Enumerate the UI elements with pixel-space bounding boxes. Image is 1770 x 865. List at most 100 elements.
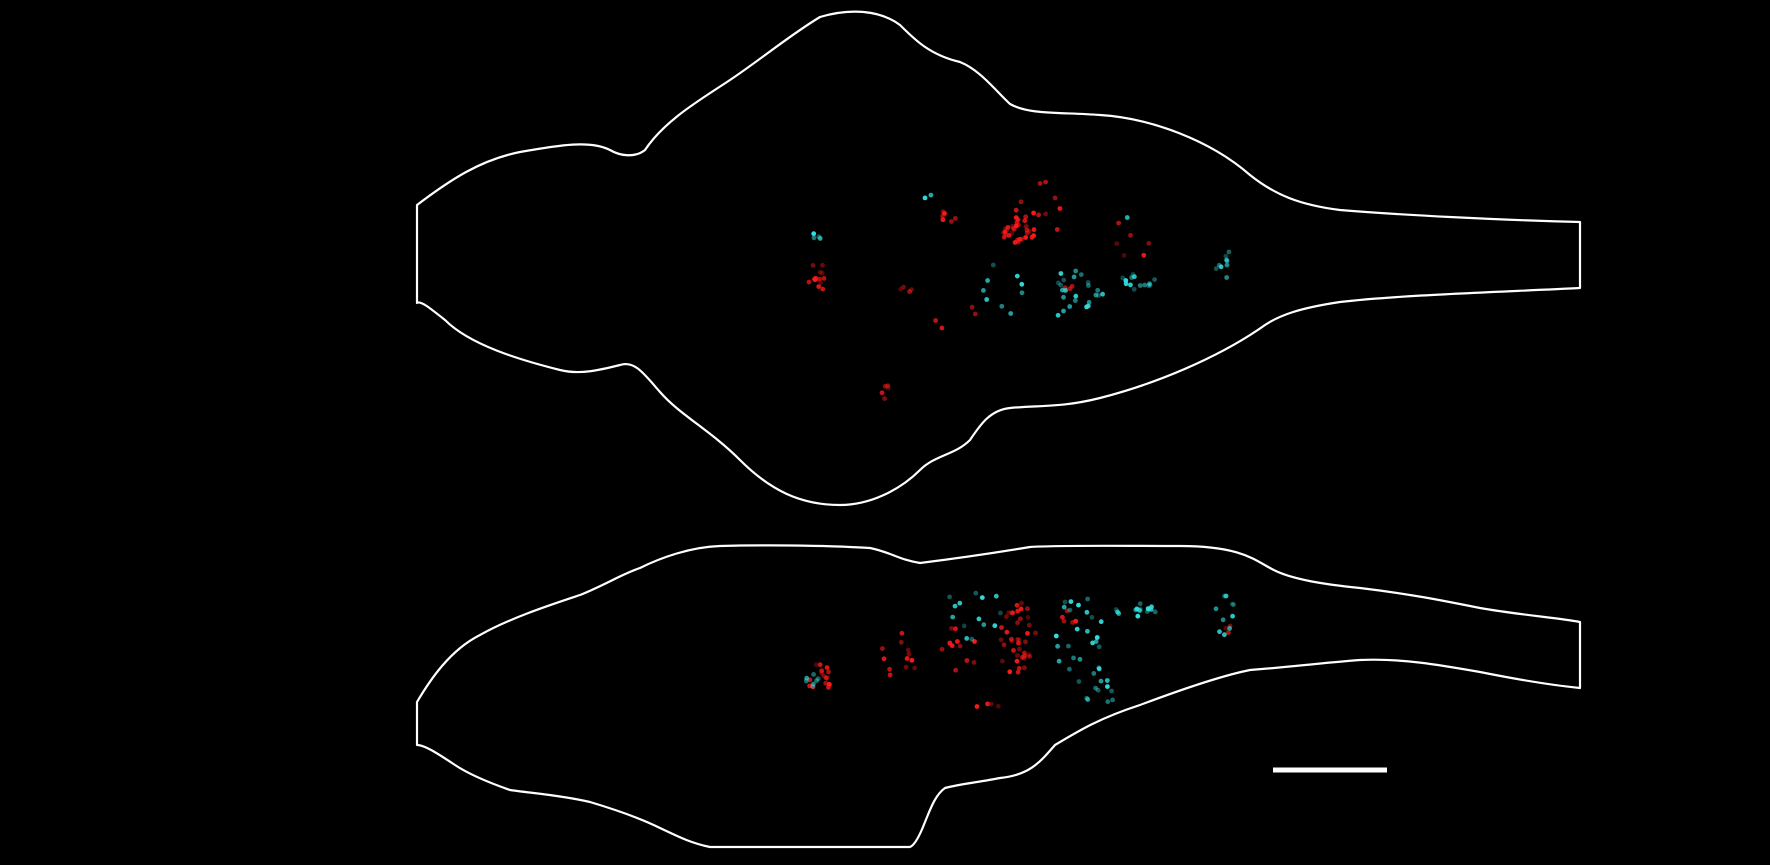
cyan-cell <box>1137 608 1143 613</box>
cyan-cell <box>1014 273 1020 279</box>
red-cell <box>903 664 909 670</box>
cyan-cell <box>1056 658 1062 664</box>
cyan-cell <box>1131 286 1137 292</box>
red-cell <box>819 670 824 676</box>
red-cell <box>964 658 970 663</box>
cyan-cell <box>1224 275 1230 280</box>
red-cell <box>1141 252 1147 258</box>
red-cell <box>1037 181 1043 186</box>
red-cell <box>940 209 946 215</box>
cyan-cell <box>1098 678 1104 684</box>
cyan-cell <box>1109 688 1114 694</box>
cyan-cell <box>1068 599 1074 604</box>
cyan-cell <box>1061 277 1067 283</box>
cyan-cell <box>1147 282 1153 288</box>
red-cell <box>912 665 918 671</box>
cyan-cell <box>1223 593 1229 599</box>
cyan-cell <box>1147 281 1152 287</box>
red-cell <box>813 275 818 281</box>
red-cell <box>905 647 911 653</box>
red-cell <box>1036 212 1041 218</box>
cyan-cell <box>1230 601 1235 607</box>
red-cell <box>823 680 829 686</box>
red-cell <box>1043 179 1048 185</box>
cyan-cell <box>1096 293 1101 298</box>
cyan-cell <box>1055 312 1061 318</box>
red-cell <box>985 701 990 707</box>
cyan-cell <box>1078 272 1084 277</box>
cyan-cell <box>1089 615 1095 620</box>
red-cell <box>887 666 892 672</box>
cyan-cell <box>1124 215 1130 220</box>
cyan-cell <box>964 636 970 641</box>
red-cell <box>1012 240 1018 245</box>
red-cell <box>820 286 826 292</box>
cyan-cell <box>1104 678 1110 683</box>
cyan-cell <box>810 683 816 689</box>
cyan-cell <box>1146 283 1152 289</box>
red-cell <box>904 656 910 661</box>
cyan-cell <box>969 636 975 642</box>
cyan-cell <box>1085 596 1090 602</box>
red-cell <box>813 662 819 668</box>
cyan-cell <box>1061 604 1067 610</box>
red-cell <box>1018 199 1024 205</box>
red-cell <box>1015 217 1021 223</box>
red-cell <box>1008 610 1014 616</box>
cyan-cell <box>1058 271 1064 276</box>
red-cell <box>818 280 824 286</box>
red-cell <box>1031 233 1036 239</box>
red-cell <box>1043 211 1049 217</box>
cyan-cell <box>1152 609 1158 615</box>
cyan-cell <box>1128 282 1133 288</box>
cyan-cell <box>1093 292 1099 298</box>
cyan-cell <box>981 288 986 293</box>
red-cell <box>949 643 955 649</box>
cyan-cell <box>1222 632 1227 638</box>
red-cell <box>1022 218 1028 224</box>
dorsal-cyan-cells <box>811 192 1232 318</box>
cyan-cell <box>1094 635 1100 640</box>
red-cell <box>824 665 830 670</box>
cyan-cell <box>1116 611 1122 616</box>
cyan-cell <box>817 236 823 241</box>
red-cell <box>819 668 825 674</box>
cyan-cell <box>1086 299 1092 305</box>
cyan-cell <box>1098 619 1104 625</box>
red-cell <box>882 383 888 389</box>
red-cell <box>907 289 912 294</box>
red-cell <box>1023 639 1028 645</box>
red-cell <box>887 672 893 678</box>
cyan-cell <box>1137 283 1143 288</box>
red-cell <box>949 626 954 631</box>
cyan-cell <box>979 595 985 600</box>
red-cell <box>1146 240 1152 246</box>
cyan-cell <box>957 600 963 606</box>
red-cell <box>1003 232 1008 237</box>
cyan-cell <box>1077 656 1083 662</box>
cyan-cell <box>1216 262 1222 268</box>
cyan-cell <box>998 610 1003 616</box>
cyan-cell <box>1074 626 1080 632</box>
red-cell <box>1001 234 1007 240</box>
cyan-cell <box>1076 679 1082 684</box>
cyan-cell <box>811 231 817 237</box>
red-cell <box>826 685 831 690</box>
dorsal-view <box>415 10 1582 507</box>
cyan-cell <box>1073 268 1079 274</box>
red-cell <box>1006 233 1012 238</box>
red-cell <box>971 660 977 665</box>
red-cell <box>816 276 822 282</box>
cyan-cell <box>1095 687 1101 693</box>
red-cell <box>1001 642 1007 648</box>
red-cell <box>879 390 885 396</box>
red-cell <box>995 703 1001 709</box>
red-cell <box>940 217 946 223</box>
red-cell <box>1025 615 1031 620</box>
cyan-cell <box>1091 671 1097 676</box>
cyan-cell <box>999 303 1005 309</box>
cyan-cell <box>1220 617 1226 623</box>
red-cell <box>949 219 954 224</box>
red-cell <box>1054 227 1060 232</box>
cyan-cell <box>1076 602 1081 608</box>
